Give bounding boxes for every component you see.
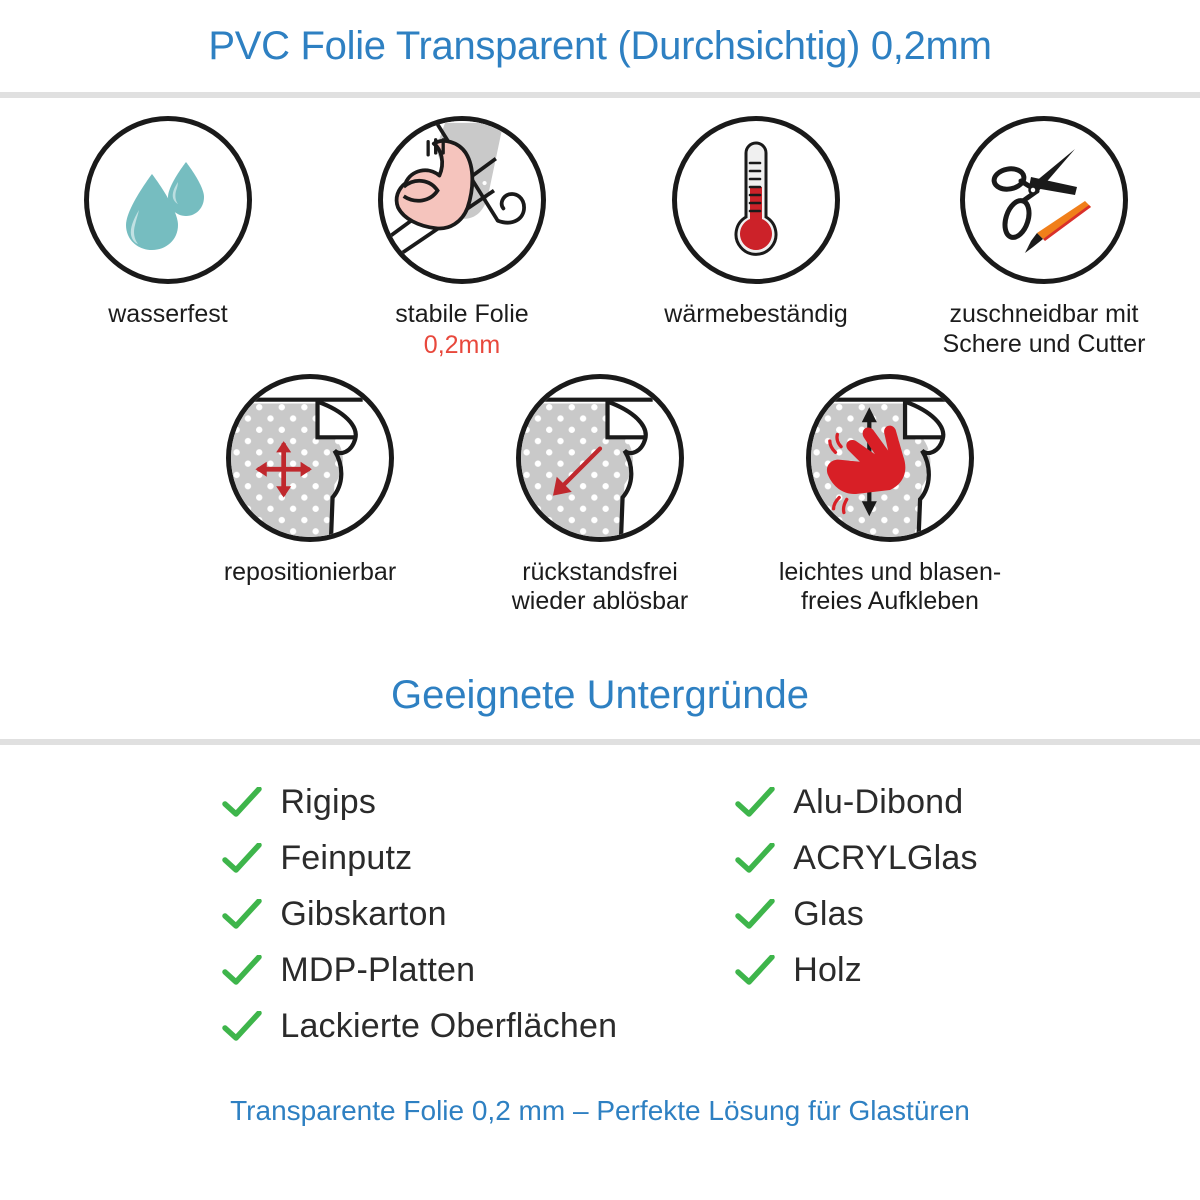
check-icon bbox=[222, 842, 263, 873]
check-icon bbox=[222, 786, 263, 817]
checklist-item: ACRYLGlas bbox=[735, 833, 977, 885]
check-icon bbox=[222, 898, 263, 929]
feature-repositionierbar: repositionierbar bbox=[179, 373, 441, 617]
feature-row-2: repositionierbar bbox=[0, 373, 1200, 617]
checklist-item: Gibskarton bbox=[222, 889, 617, 941]
feature-label-line1: zuschneidbar mit bbox=[949, 300, 1139, 328]
check-icon bbox=[222, 1010, 263, 1041]
feature-label-line1: leichtes und blasen- bbox=[778, 557, 1002, 586]
hand-smoothing-film-icon bbox=[811, 397, 951, 537]
checklist-item-label: Alu-Dibond bbox=[793, 783, 964, 821]
water-drops-icon bbox=[126, 162, 204, 250]
feature-icon-circle bbox=[960, 116, 1128, 284]
peeling-film-remove-icon bbox=[521, 397, 653, 537]
feature-icon-circle bbox=[226, 373, 394, 542]
feature-rueckstandsfrei: rückstandsfrei wieder ablösbar bbox=[469, 373, 731, 617]
thermometer-icon bbox=[734, 141, 778, 256]
suitable-surfaces-checklist: Rigips Feinputz Gibskarton MDP-Platten Lacki… bbox=[0, 745, 1200, 1053]
features-section: wasserfest bbox=[0, 98, 1200, 617]
section-divider bbox=[0, 738, 1200, 745]
section-title: Geeignete Untergründe bbox=[390, 673, 810, 717]
checklist-item: Alu-Dibond bbox=[735, 777, 977, 829]
checklist-item-label: ACRYLGlas bbox=[793, 839, 978, 877]
checklist-item-label: Lackierte Oberflächen bbox=[280, 1007, 618, 1045]
checklist-column-left: Rigips Feinputz Gibskarton MDP-Platten Lacki… bbox=[222, 777, 617, 1053]
checklist-item: MDP-Platten bbox=[222, 945, 617, 997]
check-icon bbox=[735, 786, 775, 817]
feature-label: zuschneidbar mit Schere und Cutter bbox=[943, 300, 1146, 359]
checklist-item-label: Holz bbox=[793, 951, 863, 989]
feature-icon-circle bbox=[516, 373, 684, 542]
scissors-cutter-icon bbox=[991, 149, 1091, 254]
checklist-item: Feinputz bbox=[222, 833, 617, 885]
header: PVC Folie Transparent (Durchsichtig) 0,2… bbox=[0, 0, 1200, 92]
checklist-item-label: Gibskarton bbox=[280, 895, 447, 933]
feature-sublabel-thickness: 0,2mm bbox=[423, 330, 501, 359]
peeling-film-move-icon bbox=[231, 397, 363, 537]
header-divider bbox=[0, 92, 1200, 98]
feature-label: wärmebeständig bbox=[664, 300, 848, 328]
feature-label-line1: rückstandsfrei bbox=[522, 557, 678, 586]
feature-label: repositionierbar bbox=[223, 557, 397, 586]
check-icon bbox=[735, 842, 775, 873]
page-title: PVC Folie Transparent (Durchsichtig) 0,2… bbox=[208, 23, 992, 68]
check-icon bbox=[735, 954, 775, 985]
checklist-item: Holz bbox=[735, 945, 977, 997]
section-header: Geeignete Untergründe bbox=[0, 653, 1200, 739]
checklist-item: Lackierte Oberflächen bbox=[222, 1001, 617, 1053]
checklist-column-right: Alu-Dibond ACRYLGlas Glas Holz bbox=[735, 777, 977, 1053]
feature-label: leichtes und blasen- freies Aufkleben bbox=[779, 558, 1001, 617]
feature-label: rückstandsfrei wieder ablösbar bbox=[512, 558, 689, 617]
feature-label-line2: wieder ablösbar bbox=[511, 587, 689, 615]
feature-label-main: stabile Folie bbox=[395, 300, 529, 328]
footer-tagline: Transparente Folie 0,2 mm – Perfekte Lös… bbox=[230, 1094, 970, 1126]
feature-wasserfest: wasserfest bbox=[37, 116, 299, 360]
feature-label-line2: Schere und Cutter bbox=[942, 329, 1146, 358]
checklist-item-label: Rigips bbox=[280, 783, 377, 821]
checklist-item: Rigips bbox=[222, 777, 617, 829]
feature-icon-circle bbox=[378, 116, 546, 284]
checklist-item: Glas bbox=[735, 889, 977, 941]
feature-label-line2: freies Aufkleben bbox=[801, 587, 979, 615]
checklist-item-label: MDP-Platten bbox=[280, 951, 476, 989]
feature-icon-circle bbox=[672, 116, 840, 284]
feature-label: stabile Folie 0,2mm bbox=[395, 300, 528, 360]
checklist-item-label: Glas bbox=[793, 895, 864, 933]
feature-blasenfreies-aufkleben: leichtes und blasen- freies Aufkleben bbox=[759, 373, 1021, 617]
feature-zuschneidbar: zuschneidbar mit Schere und Cutter bbox=[919, 116, 1169, 360]
feature-icon-circle bbox=[84, 116, 252, 284]
check-icon bbox=[222, 954, 263, 985]
feature-row-1: wasserfest bbox=[0, 116, 1200, 360]
feature-icon-circle bbox=[806, 373, 974, 542]
check-icon bbox=[735, 898, 775, 929]
feature-stabile-folie: stabile Folie 0,2mm bbox=[331, 116, 593, 360]
feature-waermebestaendig: wärmebeständig bbox=[625, 116, 887, 360]
feature-label: wasserfest bbox=[108, 300, 228, 328]
flexing-arm-icon bbox=[383, 121, 526, 279]
checklist-item-label: Feinputz bbox=[280, 839, 413, 877]
